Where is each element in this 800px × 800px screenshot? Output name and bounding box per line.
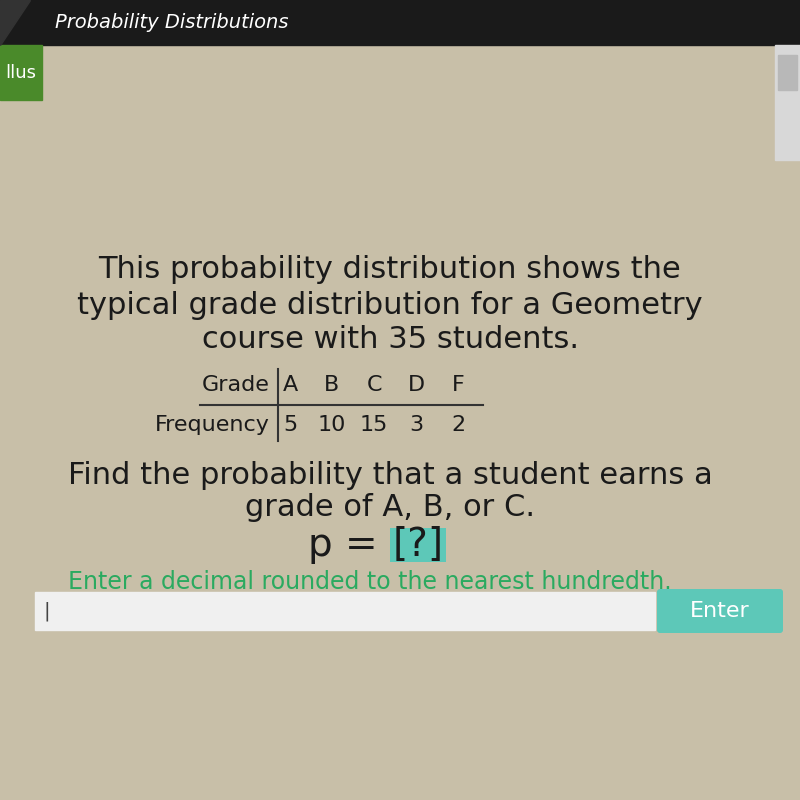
Text: This probability distribution shows the: This probability distribution shows the (98, 255, 682, 285)
Text: grade of A, B, or C.: grade of A, B, or C. (245, 494, 535, 522)
Text: Enter: Enter (690, 601, 750, 621)
Text: |: | (43, 602, 50, 621)
Bar (778, 55, 797, 90)
Bar (0, 45, 42, 100)
Text: Find the probability that a student earns a: Find the probability that a student earn… (68, 461, 712, 490)
Text: typical grade distribution for a Geometry: typical grade distribution for a Geometr… (77, 290, 703, 319)
Text: p =: p = (308, 526, 390, 564)
Text: [?]: [?] (393, 526, 443, 564)
Text: course with 35 students.: course with 35 students. (202, 326, 578, 354)
Text: llus: llus (6, 63, 37, 82)
Text: F: F (452, 375, 464, 395)
Text: B: B (324, 375, 340, 395)
Text: Grade: Grade (202, 375, 270, 395)
Bar (775, 45, 800, 160)
FancyBboxPatch shape (390, 528, 446, 562)
FancyBboxPatch shape (657, 589, 783, 633)
Text: 3: 3 (409, 415, 423, 435)
Text: D: D (407, 375, 425, 395)
Text: 5: 5 (283, 415, 297, 435)
Bar (0, 0, 800, 45)
Text: 15: 15 (360, 415, 388, 435)
Text: Frequency: Frequency (155, 415, 270, 435)
Text: Enter a decimal rounded to the nearest hundredth.: Enter a decimal rounded to the nearest h… (68, 570, 672, 594)
Bar (35, 592, 655, 630)
Polygon shape (0, 0, 30, 45)
Text: A: A (282, 375, 298, 395)
Text: Probability Distributions: Probability Distributions (55, 13, 289, 32)
Text: C: C (366, 375, 382, 395)
Text: 2: 2 (451, 415, 465, 435)
Text: 10: 10 (318, 415, 346, 435)
